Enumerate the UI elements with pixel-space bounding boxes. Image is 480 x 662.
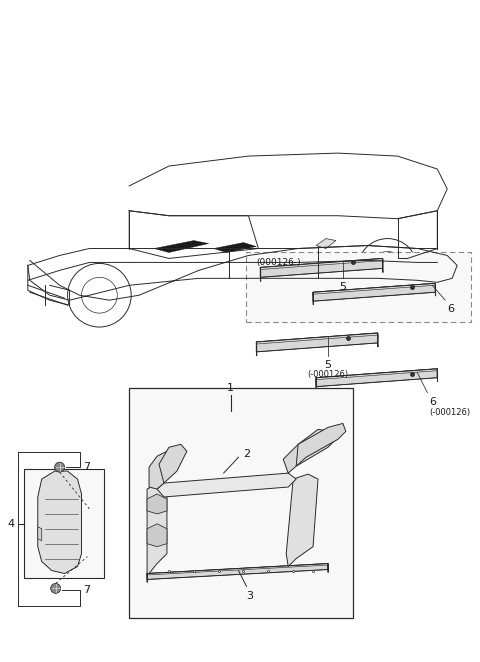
Polygon shape — [283, 430, 336, 473]
Polygon shape — [313, 283, 435, 296]
Polygon shape — [147, 563, 328, 577]
Polygon shape — [159, 444, 187, 483]
Polygon shape — [147, 484, 167, 573]
Polygon shape — [38, 471, 82, 573]
Bar — [246, 252, 471, 322]
Polygon shape — [316, 369, 437, 387]
Polygon shape — [316, 238, 336, 248]
Text: 7: 7 — [84, 585, 91, 595]
Circle shape — [51, 583, 60, 593]
Polygon shape — [316, 369, 438, 381]
Text: (-000126): (-000126) — [429, 408, 470, 416]
Bar — [129, 388, 353, 618]
Text: 6: 6 — [429, 397, 436, 406]
Text: 3: 3 — [246, 591, 253, 601]
Polygon shape — [313, 283, 435, 301]
Text: 4: 4 — [8, 519, 15, 529]
Circle shape — [55, 462, 65, 472]
Text: 7: 7 — [84, 462, 91, 472]
Polygon shape — [256, 333, 378, 346]
Text: (000126-): (000126-) — [256, 258, 301, 267]
Text: 1: 1 — [227, 383, 234, 393]
Polygon shape — [256, 333, 378, 352]
Polygon shape — [260, 258, 383, 271]
Text: 2: 2 — [243, 449, 251, 459]
Text: 6: 6 — [447, 304, 454, 314]
Polygon shape — [214, 242, 256, 252]
Polygon shape — [149, 451, 174, 489]
Polygon shape — [38, 527, 42, 541]
Polygon shape — [260, 258, 383, 277]
Polygon shape — [147, 494, 167, 514]
Polygon shape — [147, 524, 167, 547]
Polygon shape — [296, 424, 346, 466]
Text: (-000126): (-000126) — [307, 370, 348, 379]
Polygon shape — [154, 240, 209, 252]
Polygon shape — [286, 474, 318, 567]
Polygon shape — [157, 473, 296, 497]
Polygon shape — [147, 563, 328, 579]
Bar — [24, 469, 104, 579]
Text: 5: 5 — [324, 360, 332, 370]
Text: 5: 5 — [339, 282, 347, 293]
